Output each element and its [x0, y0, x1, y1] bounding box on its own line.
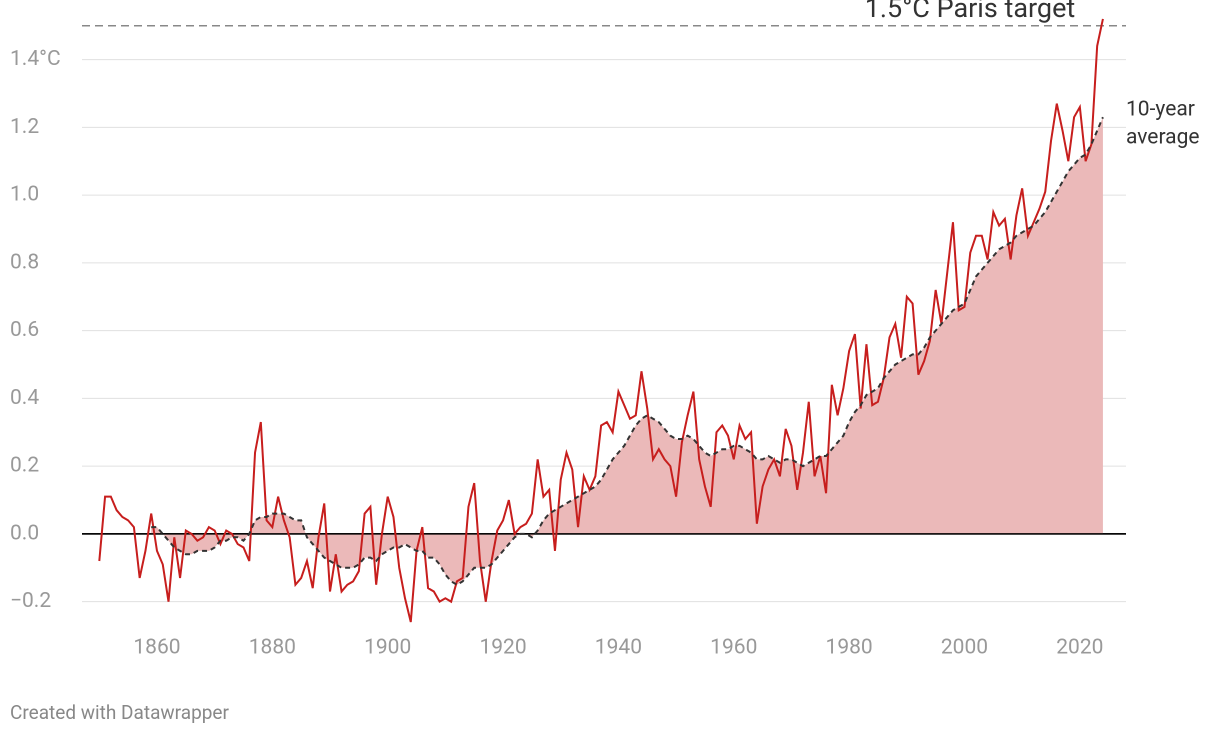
annual-line — [98, 18, 1104, 623]
x-tick-label: 2000 — [941, 636, 988, 660]
x-tick-label: 1900 — [364, 636, 411, 660]
y-tick-label: 0.6 — [10, 318, 39, 342]
series-label: 10-year — [1126, 98, 1195, 122]
y-tick-label: 0.8 — [10, 250, 39, 274]
y-tick-label: 0.0 — [10, 521, 39, 545]
y-tick-label: 1.4°C — [10, 47, 61, 71]
y-tick-label: 0.4 — [10, 386, 39, 410]
credit: Created with Datawrapper — [10, 701, 229, 724]
area — [151, 117, 1103, 585]
x-tick-label: 2020 — [1056, 636, 1103, 660]
y-tick-label: 1.0 — [10, 183, 39, 207]
y-tick-label: −0.2 — [10, 589, 51, 613]
x-tick-label: 1940 — [595, 636, 642, 660]
target-label: 1.5°C Paris target — [865, 0, 1075, 24]
series-label: average — [1126, 126, 1200, 150]
y-tick-label: 1.2 — [10, 115, 39, 139]
x-tick-label: 1880 — [249, 636, 296, 660]
x-tick-label: 1920 — [479, 636, 526, 660]
y-tick-label: 0.2 — [10, 454, 39, 478]
x-tick-label: 1860 — [133, 636, 180, 660]
x-tick-label: 1960 — [710, 636, 757, 660]
x-tick-label: 1980 — [826, 636, 873, 660]
